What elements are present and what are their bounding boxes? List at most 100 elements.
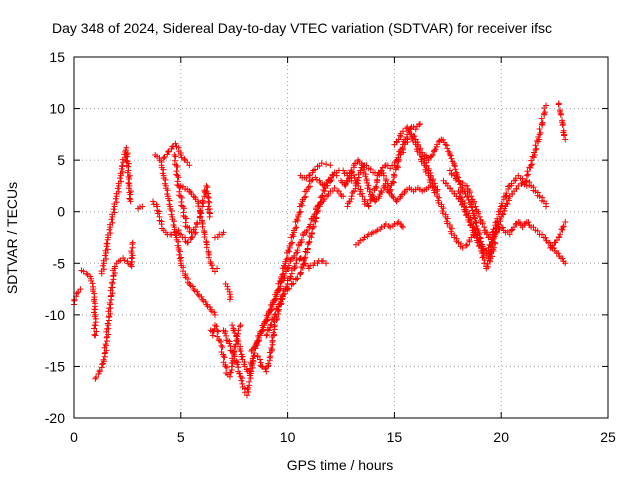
data-point: [375, 195, 382, 202]
data-point: [280, 270, 287, 277]
data-point: [468, 193, 475, 200]
data-point: [202, 298, 209, 305]
data-point: [394, 164, 401, 171]
data-point: [221, 354, 228, 361]
data-point: [112, 195, 119, 202]
data-point: [448, 155, 455, 162]
data-point: [205, 195, 212, 202]
data-point: [444, 215, 451, 222]
data-point: [508, 180, 515, 187]
data-point: [538, 231, 545, 238]
data-point: [194, 288, 201, 295]
data-point: [125, 163, 132, 170]
data-point: [513, 220, 520, 227]
data-point: [372, 183, 379, 190]
data-point: [301, 194, 308, 201]
data-point: [427, 174, 434, 181]
data-point: [168, 211, 175, 218]
data-point: [530, 187, 537, 194]
data-point: [159, 225, 166, 232]
data-point: [110, 206, 117, 213]
data-point: [372, 228, 379, 235]
data-point: [560, 258, 567, 265]
data-point: [348, 195, 355, 202]
data-point: [416, 186, 423, 193]
data-point: [538, 197, 545, 204]
data-point: [104, 246, 111, 253]
data-point: [486, 241, 493, 248]
data-point: [204, 193, 211, 200]
data-point: [175, 174, 182, 181]
data-point: [448, 230, 455, 237]
data-point: [489, 253, 496, 260]
data-point: [304, 227, 311, 234]
y-tick-label: -20: [45, 410, 65, 426]
data-point: [113, 199, 120, 206]
data-point: [174, 181, 181, 188]
data-point: [80, 268, 87, 275]
data-point: [390, 222, 397, 229]
data-point: [192, 230, 199, 237]
data-point: [500, 211, 507, 218]
data-point: [496, 215, 503, 222]
data-point: [124, 150, 131, 157]
data-point: [75, 289, 82, 296]
data-point: [369, 192, 376, 199]
data-point: [536, 136, 543, 143]
data-point: [480, 253, 487, 260]
data-point: [447, 185, 454, 192]
data-point: [126, 172, 133, 179]
data-point: [237, 323, 244, 330]
data-point: [128, 261, 135, 268]
data-point: [359, 193, 366, 200]
data-point: [466, 189, 473, 196]
data-point: [366, 188, 373, 195]
data-point: [297, 208, 304, 215]
data-point: [452, 166, 459, 173]
data-point: [560, 132, 567, 139]
data-point: [161, 153, 168, 160]
data-point: [414, 148, 421, 155]
data-point: [435, 138, 442, 145]
data-point: [556, 253, 563, 260]
data-point: [385, 182, 392, 189]
data-point: [377, 187, 384, 194]
data-point: [370, 229, 377, 236]
data-point: [324, 182, 331, 189]
data-point: [211, 311, 218, 318]
y-tick-label: 0: [57, 204, 65, 220]
data-point: [467, 201, 474, 208]
data-point: [541, 111, 548, 118]
data-point: [176, 192, 183, 199]
data-point: [217, 338, 224, 345]
data-point: [162, 176, 169, 183]
data-point: [309, 169, 316, 176]
data-point: [106, 305, 113, 312]
y-axis-label: SDTVAR / TECUs: [4, 182, 20, 294]
data-point: [441, 139, 448, 146]
data-point: [227, 347, 234, 354]
data-point: [264, 331, 271, 338]
data-point: [475, 237, 482, 244]
data-point: [224, 283, 231, 290]
data-point: [416, 121, 423, 128]
data-point: [436, 137, 443, 144]
data-point: [499, 210, 506, 217]
data-point: [251, 344, 258, 351]
data-point: [170, 143, 177, 150]
data-point: [377, 226, 384, 233]
data-point: [306, 183, 313, 190]
data-point: [119, 168, 126, 175]
data-point: [111, 209, 118, 216]
data-point: [401, 189, 408, 196]
data-point: [177, 150, 184, 157]
data-point: [543, 200, 550, 207]
data-point: [298, 269, 305, 276]
data-point: [555, 250, 562, 257]
data-point: [423, 152, 430, 159]
data-point: [530, 149, 537, 156]
data-point: [311, 259, 318, 266]
data-point: [203, 238, 210, 245]
data-point: [154, 153, 161, 160]
data-point: [378, 189, 385, 196]
